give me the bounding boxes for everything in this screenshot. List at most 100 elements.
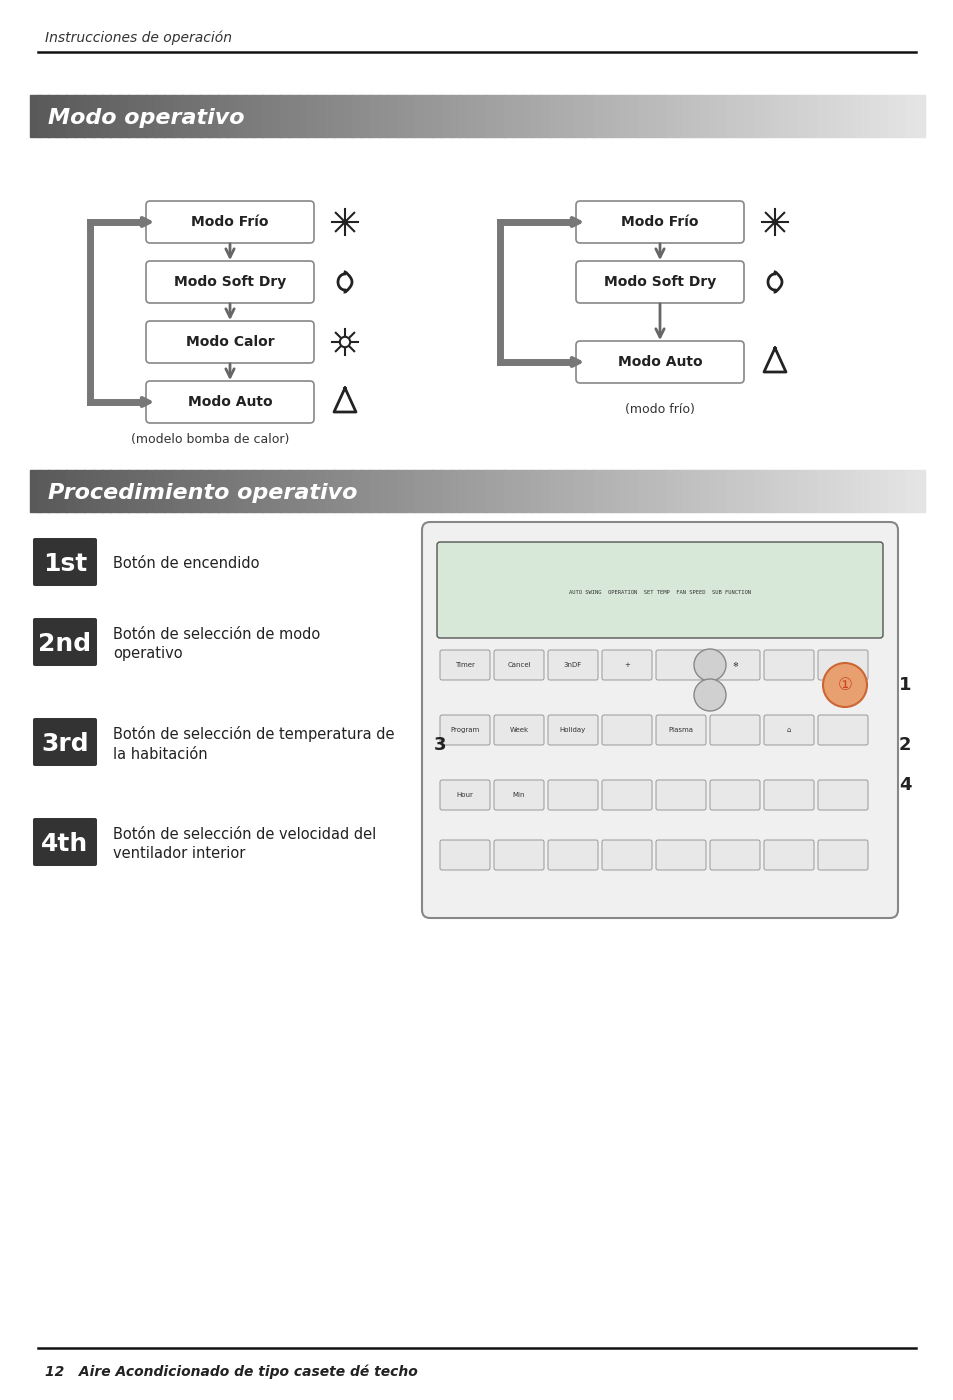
Bar [468,95,477,137]
Bar [458,470,469,512]
FancyBboxPatch shape [146,381,314,423]
Bar [39,470,49,512]
Bar [754,95,763,137]
Bar [235,470,245,512]
Text: Plasma: Plasma [668,727,693,734]
Bar [146,470,156,512]
Bar [57,470,67,512]
Bar [396,95,406,137]
Bar [691,95,700,137]
Bar [450,95,459,137]
Bar [807,95,817,137]
Bar [709,470,719,512]
Text: 12   Aire Acondicionado de tipo casete dé techo: 12 Aire Acondicionado de tipo casete dé … [45,1365,417,1379]
Bar [914,470,924,512]
Bar [289,470,299,512]
FancyBboxPatch shape [33,818,97,867]
Text: (modo frío): (modo frío) [624,403,694,417]
FancyBboxPatch shape [439,715,490,745]
Bar [539,95,549,137]
Bar [879,470,888,512]
Bar [342,470,353,512]
Bar [664,95,674,137]
Text: Procedimiento operativo: Procedimiento operativo [48,483,357,503]
Bar [30,95,40,137]
Text: Botón de encendido: Botón de encendido [112,556,259,571]
Bar [199,95,210,137]
Text: 1st: 1st [43,552,87,575]
Bar [325,95,335,137]
Bar [646,95,656,137]
Bar [414,470,424,512]
Bar [628,95,639,137]
Bar [718,95,727,137]
Bar [209,95,218,137]
Text: 4: 4 [898,776,910,794]
Circle shape [822,664,866,707]
Bar [512,470,522,512]
Bar [84,95,93,137]
Bar [824,470,835,512]
Bar [700,95,710,137]
Bar [619,470,629,512]
Bar [869,470,880,512]
Bar [646,470,656,512]
Bar [824,95,835,137]
FancyBboxPatch shape [439,650,490,680]
Bar [476,95,486,137]
Text: Botón de selección de velocidad del
ventilador interior: Botón de selección de velocidad del vent… [112,826,375,861]
Bar [199,470,210,512]
Bar [235,95,245,137]
Text: Min: Min [512,792,525,798]
Bar [360,95,371,137]
Text: +: + [623,662,629,668]
Bar [842,95,853,137]
Text: Timer: Timer [455,662,475,668]
Text: Modo Auto: Modo Auto [617,356,701,370]
Text: 2: 2 [898,736,910,755]
Bar [762,470,772,512]
Bar [146,95,156,137]
Bar [262,470,273,512]
Text: 3: 3 [434,736,446,755]
Text: Modo Frío: Modo Frío [191,216,269,230]
Bar [387,95,397,137]
Bar [754,470,763,512]
Bar [370,95,379,137]
FancyBboxPatch shape [439,840,490,869]
Bar [566,95,576,137]
FancyBboxPatch shape [33,617,97,666]
Bar [271,95,281,137]
Bar [798,470,808,512]
Text: ❄: ❄ [731,662,738,668]
Bar [638,95,647,137]
Bar [476,470,486,512]
FancyBboxPatch shape [763,715,813,745]
Bar [495,95,504,137]
Bar [172,95,183,137]
Bar [896,95,906,137]
FancyBboxPatch shape [656,840,705,869]
Bar [530,470,540,512]
Bar [789,470,799,512]
Bar [119,470,130,512]
Bar [744,470,755,512]
Text: Modo operativo: Modo operativo [48,108,244,127]
Bar [378,95,388,137]
FancyBboxPatch shape [494,650,543,680]
Bar [503,470,514,512]
Bar [414,95,424,137]
Text: Program: Program [450,727,479,734]
FancyBboxPatch shape [547,840,598,869]
Bar [548,470,558,512]
FancyBboxPatch shape [763,840,813,869]
Bar [503,95,514,137]
Text: ①: ① [837,676,852,694]
Bar [298,470,308,512]
Text: 3rd: 3rd [41,732,89,756]
Bar [191,470,201,512]
Bar [217,95,228,137]
FancyBboxPatch shape [576,202,743,244]
Bar [861,470,870,512]
FancyBboxPatch shape [709,840,760,869]
